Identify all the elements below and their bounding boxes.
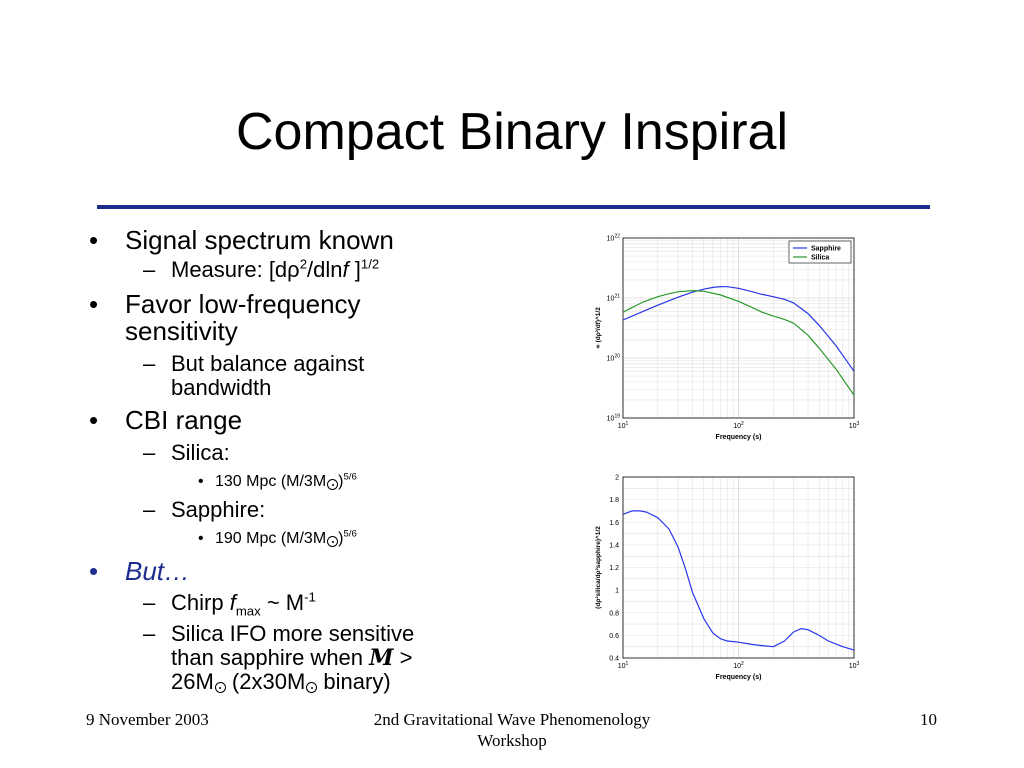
bullet-dot: • <box>89 225 99 255</box>
bullet-silica-ifo-line1: Silica IFO more sensitive <box>171 621 415 646</box>
x-tick-label: 103 <box>849 421 860 430</box>
sun-symbol-icon <box>327 479 339 490</box>
bullet-silica-range: 130 Mpc (M/3M)5/6 <box>215 471 357 490</box>
bullet-sapphire-range: 190 Mpc (M/3M)5/6 <box>215 528 357 547</box>
sun-symbol-icon <box>327 536 339 547</box>
y-axis-label: (dρ²silica/dρ²sapphire)^1/2 <box>594 526 602 609</box>
bullet-favor-line2: sensitivity <box>125 316 238 346</box>
bullet-dot: • <box>89 289 99 319</box>
slide-title: Compact Binary Inspiral <box>236 103 788 161</box>
chirp-mass-symbol: M <box>369 645 394 671</box>
bullet-silica: Silica: <box>171 440 230 465</box>
series-line <box>622 510 855 651</box>
y-tick-label: 0.6 <box>609 633 619 640</box>
y-tick-label: 0.4 <box>609 656 619 663</box>
title-underline <box>97 205 930 209</box>
y-tick-label: 1021 <box>607 294 621 303</box>
bullet-signal: Signal spectrum known <box>125 225 394 255</box>
bullet-favor-line1: Favor low-frequency <box>125 289 361 319</box>
page-number: 10 <box>920 710 937 729</box>
bullet-silica-ifo-line2: than sapphire when M > <box>171 645 413 671</box>
plot-frame <box>622 476 855 659</box>
x-tick-label: 102 <box>733 661 744 670</box>
y-tick-label: 1.6 <box>609 520 619 527</box>
bullet-sapphire: Sapphire: <box>171 497 266 522</box>
bullet-dot-small: • <box>198 473 204 490</box>
sun-symbol-icon <box>306 682 318 693</box>
series-line-silica <box>622 289 855 396</box>
bullet-dot-small: • <box>198 530 204 547</box>
plot-frame <box>622 237 855 419</box>
bullet-balance-line1: But balance against <box>171 351 365 376</box>
bullet-dot: • <box>89 405 99 435</box>
y-axis-label: ∝ (dρ²/df)^1/2 <box>594 307 602 349</box>
x-axis-label: Frequency (s) <box>716 434 762 441</box>
sun-symbol-icon <box>214 682 226 693</box>
y-tick-label: 1.4 <box>609 542 619 549</box>
dash-marker: – <box>143 440 156 465</box>
footer-event: 2nd Gravitational Wave Phenomenology Wor… <box>373 710 651 750</box>
x-tick-label: 102 <box>733 421 744 430</box>
bullet-dot: • <box>89 556 99 586</box>
bullet-cbi: CBI range <box>125 405 243 435</box>
legend-entry: Silica <box>811 255 829 262</box>
bullet-balance-line2: bandwidth <box>171 375 272 400</box>
y-tick-label: 1 <box>615 588 619 595</box>
legend-entry: Sapphire <box>811 246 841 253</box>
bullet-silica-ifo-line3: 26M (2x30M binary) <box>171 669 391 694</box>
x-tick-label: 101 <box>618 661 629 670</box>
bullet-measure: Measure: [dρ2/dlnf ]1/2 <box>171 256 380 282</box>
spectrum-chart: 101 102 103 1019 1020 1021 1022 Frequency (s) ∝ … <box>594 234 860 442</box>
x-axis-label: Frequency (s) <box>716 674 762 681</box>
bullet-but: But… <box>125 556 191 586</box>
x-tick-label: 101 <box>618 421 629 430</box>
x-tick-label: 103 <box>849 661 860 670</box>
ratio-chart: 101 102 103 0.4 0.6 0.8 1 1.2 1.4 1.6 1.8 2 Frequenc… <box>594 475 860 682</box>
y-tick-label: 1020 <box>607 354 621 363</box>
series-line-sapphire <box>622 285 855 372</box>
dash-marker: – <box>143 621 156 646</box>
bullet-chirp: Chirp fmax ~ M-1 <box>171 589 316 619</box>
y-tick-label: 2 <box>615 475 619 482</box>
y-tick-label: 1019 <box>607 414 621 423</box>
dash-marker: – <box>143 257 156 282</box>
dash-marker: – <box>143 497 156 522</box>
dash-marker: – <box>143 351 156 376</box>
y-tick-label: 1022 <box>607 234 621 243</box>
dash-marker: – <box>143 590 156 615</box>
y-tick-label: 1.8 <box>609 497 619 504</box>
y-tick-label: 1.2 <box>609 565 619 572</box>
y-tick-label: 0.8 <box>609 610 619 617</box>
footer-date: 9 November 2003 <box>86 710 209 729</box>
